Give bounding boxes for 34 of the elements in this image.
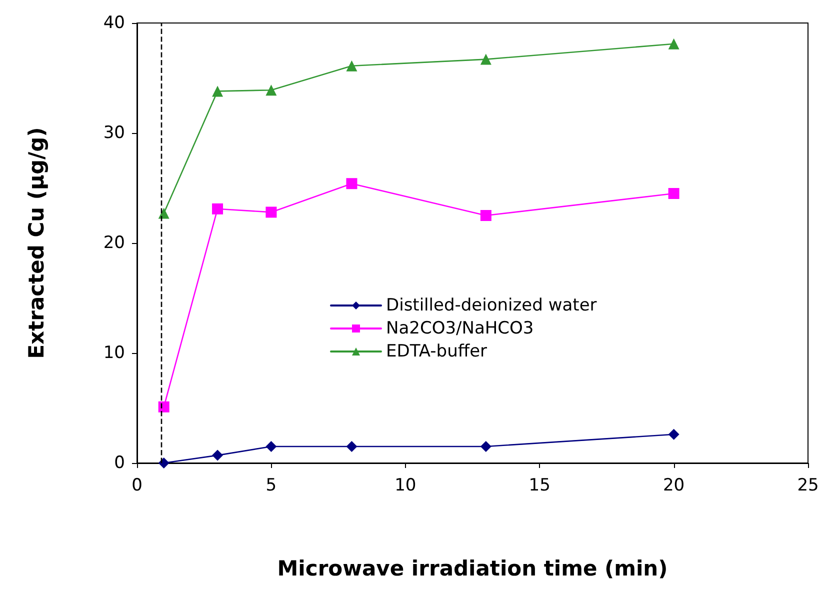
point — [158, 401, 170, 412]
point — [212, 450, 224, 461]
point — [668, 188, 680, 199]
x-tick-label: 25 — [797, 476, 819, 496]
x-tick-label: 15 — [528, 476, 550, 496]
y-tick-label: 0 — [114, 453, 125, 473]
x-axis-title: Microwave irradiation time (min) — [277, 556, 668, 580]
point — [480, 54, 492, 65]
point — [266, 206, 277, 218]
point — [668, 428, 680, 440]
point — [266, 441, 277, 452]
point — [346, 178, 358, 190]
point — [158, 458, 170, 468]
legend-label: EDTA-buffer — [386, 342, 488, 362]
x-tick-label: 20 — [662, 476, 685, 496]
point — [346, 441, 358, 452]
legend-label: Distilled-deionized water — [386, 296, 597, 316]
legend-label: Na2CO3/NaHCO3 — [386, 318, 534, 338]
point — [212, 203, 224, 214]
x-tick-label: 10 — [394, 476, 416, 496]
point — [480, 210, 492, 221]
y-tick-label: 30 — [103, 123, 125, 143]
point — [668, 38, 680, 50]
y-tick-label: 40 — [103, 13, 125, 33]
point — [346, 60, 358, 72]
y-axis-title: Extracted Cu (µg/g) — [24, 127, 48, 359]
point — [212, 86, 224, 97]
point — [480, 441, 492, 452]
x-tick-label: 5 — [266, 476, 277, 496]
x-tick-label: 0 — [132, 476, 142, 496]
point — [266, 84, 277, 96]
y-tick-label: 10 — [103, 343, 125, 363]
y-tick-label: 20 — [103, 233, 125, 253]
point — [158, 208, 170, 219]
